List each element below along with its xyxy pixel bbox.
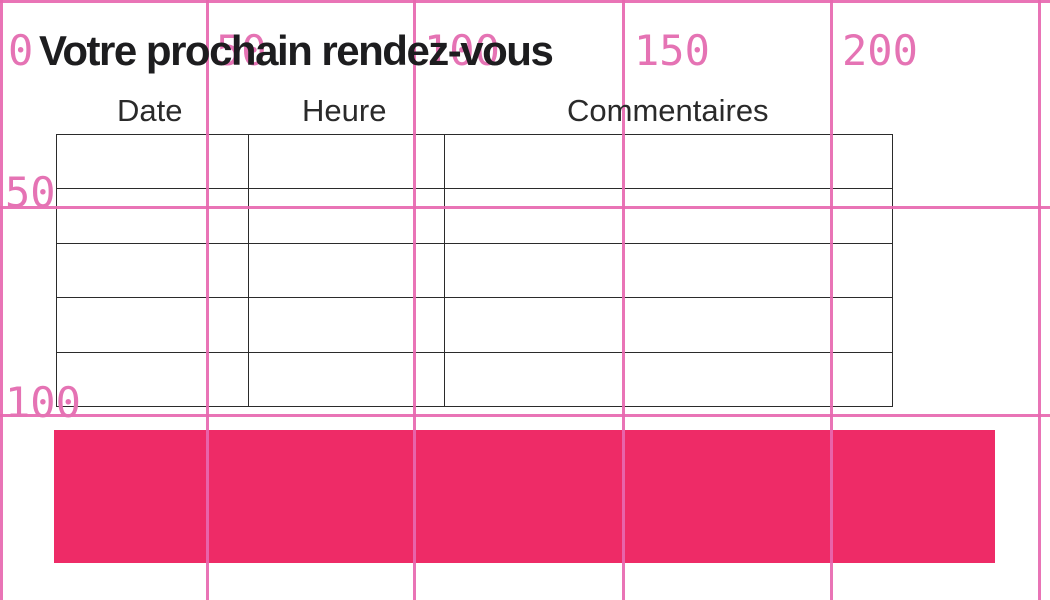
table-cell — [249, 298, 445, 352]
table-cell — [445, 135, 892, 188]
table-cell — [445, 298, 892, 351]
table-row — [57, 189, 892, 244]
table-row — [57, 352, 892, 407]
table-cell — [57, 189, 249, 243]
column-header-date: Date — [117, 93, 183, 128]
grid-hline — [0, 414, 1050, 417]
grid-x-tick-label: 150 — [634, 26, 710, 75]
table-cell — [57, 352, 249, 407]
grid-x-tick-label: 200 — [842, 26, 918, 75]
table-cell — [445, 353, 892, 406]
grid-x-tick-label: 0 — [8, 26, 34, 75]
highlight-bar — [54, 430, 995, 563]
table-cell — [249, 135, 445, 189]
table-row — [57, 298, 892, 353]
grid-vline — [1038, 0, 1041, 600]
table-cell — [445, 189, 892, 242]
grid-y-tick-label: 50 — [5, 168, 56, 217]
table-cell — [57, 243, 249, 298]
page-title: Votre prochain rendez-vous — [39, 27, 554, 74]
appointments-table — [56, 134, 893, 407]
grid-vline — [0, 0, 3, 600]
table-cell — [57, 135, 249, 189]
table-cell — [445, 244, 892, 297]
table-cell — [249, 243, 445, 298]
table-row — [57, 243, 892, 299]
table-cell — [57, 298, 249, 352]
table-cell — [249, 189, 445, 243]
grid-hline — [0, 0, 1050, 3]
table-cell — [249, 352, 445, 407]
table-row — [57, 135, 892, 190]
column-header-heure: Heure — [302, 93, 387, 128]
column-header-commentaires: Commentaires — [567, 93, 769, 128]
